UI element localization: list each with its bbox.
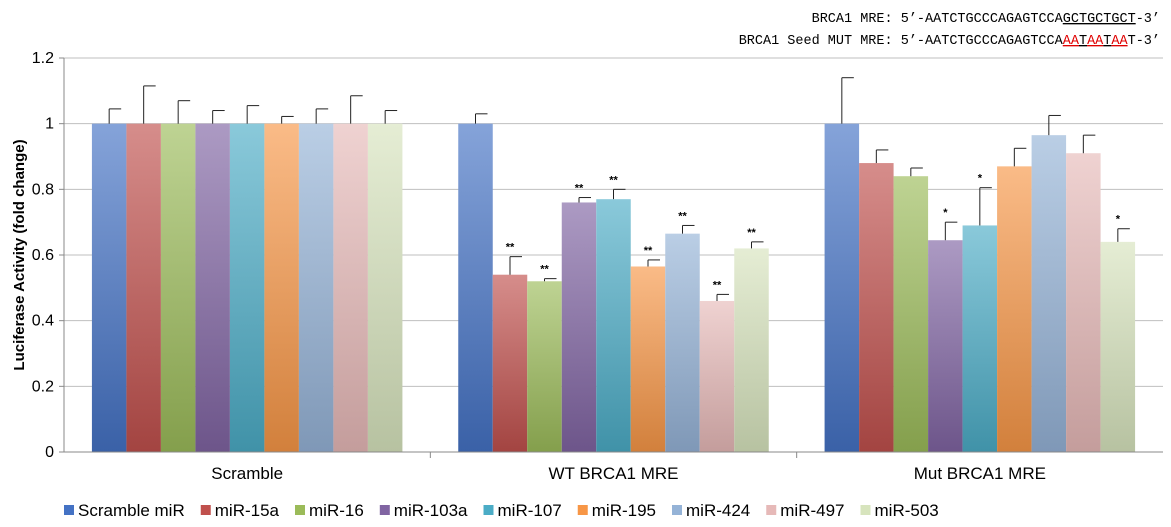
legend-label: miR-15a	[215, 501, 280, 520]
bar	[824, 123, 860, 453]
sequence-segment: -3’	[1136, 34, 1160, 49]
legend-swatch	[200, 505, 211, 515]
x-category-label: Mut BRCA1 MRE	[914, 464, 1046, 483]
legend-swatch	[483, 505, 494, 515]
sequence-segment: AA	[1087, 34, 1104, 49]
bar	[962, 225, 998, 452]
bar	[264, 123, 299, 453]
sequence-annotations: BRCA1 MRE: 5’-AATCTGCCCAGAGTCCAGCTGCTGCT…	[739, 12, 1160, 49]
legend-label: miR-503	[875, 501, 939, 520]
significance-marker: *	[943, 207, 948, 219]
significance-marker: *	[1116, 214, 1121, 226]
bar	[1031, 135, 1067, 453]
bar	[665, 233, 700, 452]
bar	[527, 281, 562, 452]
sequence-segment: T	[1103, 34, 1111, 49]
legend-swatch	[379, 505, 390, 515]
bar	[928, 240, 963, 452]
sequence-segment: BRCA1 Seed MUT MRE: 5’-AATCTGCCCAGAGTCCA	[739, 34, 1064, 49]
significance-marker: **	[575, 183, 584, 195]
y-tick-label: 0.8	[32, 181, 54, 198]
bar	[997, 166, 1032, 452]
sequence-segment: AA	[1111, 34, 1128, 49]
y-tick-label: 0.6	[32, 247, 54, 264]
significance-marker: **	[609, 174, 618, 186]
sequence-annotation: BRCA1 MRE: 5’-AATCTGCCCAGAGTCCAGCTGCTGCT…	[812, 12, 1160, 27]
bar	[160, 123, 196, 453]
bar	[596, 199, 631, 452]
legend: Scramble miR miR-15a miR-16 miR-103a miR-107…	[64, 501, 939, 520]
bar	[367, 123, 403, 453]
significance-marker: *	[978, 173, 983, 185]
bars: Scramble****************WT BRCA1 MRE***M…	[91, 77, 1136, 483]
legend-swatch	[672, 505, 682, 515]
legend-swatch	[577, 505, 588, 515]
legend-label: miR-16	[309, 501, 364, 520]
legend-swatch	[64, 505, 74, 515]
legend-label: Scramble miR	[78, 501, 185, 520]
bar	[195, 123, 230, 453]
x-category-label: Scramble	[211, 464, 283, 483]
legend-label: miR-103a	[394, 501, 468, 520]
bar	[893, 176, 929, 452]
legend-label: miR-497	[780, 501, 844, 520]
bar	[333, 123, 368, 453]
significance-marker: **	[644, 245, 653, 257]
bar	[229, 123, 265, 453]
legend-label: miR-195	[592, 501, 656, 520]
bar	[126, 123, 161, 453]
y-tick-label: 0	[45, 444, 54, 461]
bar	[458, 123, 493, 453]
significance-marker: **	[506, 242, 515, 254]
sequence-segment: BRCA1 MRE: 5’-AATCTGCCCAGAGTCCA	[812, 12, 1064, 27]
significance-marker: **	[747, 227, 756, 239]
y-tick-label: 1	[45, 116, 54, 133]
y-tick-label: 0.4	[32, 313, 54, 330]
sequence-segment: T	[1128, 34, 1136, 49]
significance-marker: **	[678, 210, 687, 222]
y-axis-label: Luciferase Activity (fold change)	[11, 139, 28, 370]
bar	[561, 202, 597, 452]
sequence-segment: AA	[1063, 34, 1080, 49]
legend-label: miR-107	[498, 501, 562, 520]
bar	[1100, 241, 1136, 452]
bar	[1066, 153, 1101, 452]
sequence-annotation: BRCA1 Seed MUT MRE: 5’-AATCTGCCCAGAGTCCA…	[739, 34, 1160, 49]
bar	[91, 123, 127, 453]
x-category-label: WT BRCA1 MRE	[548, 464, 678, 483]
sequence-segment: GCTGCTGCT	[1063, 12, 1136, 27]
legend-label: miR-424	[686, 501, 750, 520]
sequence-segment: -3’	[1136, 12, 1160, 27]
sequence-segment: T	[1079, 34, 1087, 49]
bar	[298, 123, 334, 453]
bar	[492, 274, 528, 452]
bar	[859, 163, 894, 453]
y-tick-label: 0.2	[32, 378, 54, 395]
significance-marker: **	[713, 279, 722, 291]
legend-swatch	[860, 505, 871, 515]
bar	[734, 248, 769, 452]
bar	[699, 300, 735, 452]
legend-swatch	[295, 505, 305, 515]
axes	[63, 58, 1163, 453]
y-tick-label: 1.2	[32, 50, 54, 67]
legend-swatch	[766, 505, 777, 515]
bar	[630, 266, 666, 452]
significance-marker: **	[540, 264, 549, 276]
